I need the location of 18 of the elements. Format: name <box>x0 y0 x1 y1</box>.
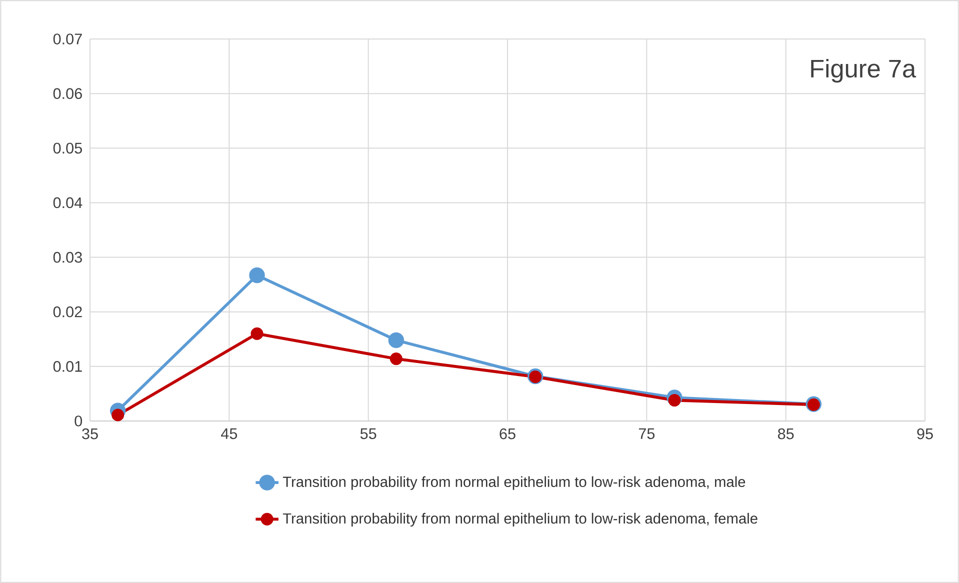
x-tick-label: 85 <box>778 428 794 440</box>
x-tick-label: 55 <box>360 428 376 440</box>
y-tick-label: 0 <box>74 416 82 426</box>
x-tick-label: 95 <box>917 428 933 440</box>
y-tick-label: 0.03 <box>53 252 82 263</box>
x-tick-label: 65 <box>500 428 516 440</box>
legend-label: Transition probability from normal epithelium to low-risk adenoma, female <box>282 512 758 527</box>
x-tick-label: 75 <box>638 428 655 440</box>
y-tick-label: 0.07 <box>53 34 82 44</box>
legend-label: Transition probability from normal epithelium to low-risk adenoma, male <box>282 476 746 490</box>
y-tick-label: 0.04 <box>53 197 82 208</box>
y-tick-label: 0.02 <box>53 306 82 318</box>
y-tick-label: 0.05 <box>53 142 82 154</box>
x-tick-label: 45 <box>221 428 238 440</box>
x-tick-label: 35 <box>82 428 98 440</box>
annotation: Figure 7a <box>811 59 916 83</box>
y-tick-label: 0.01 <box>53 361 82 372</box>
y-tick-label: 0.06 <box>53 88 82 100</box>
